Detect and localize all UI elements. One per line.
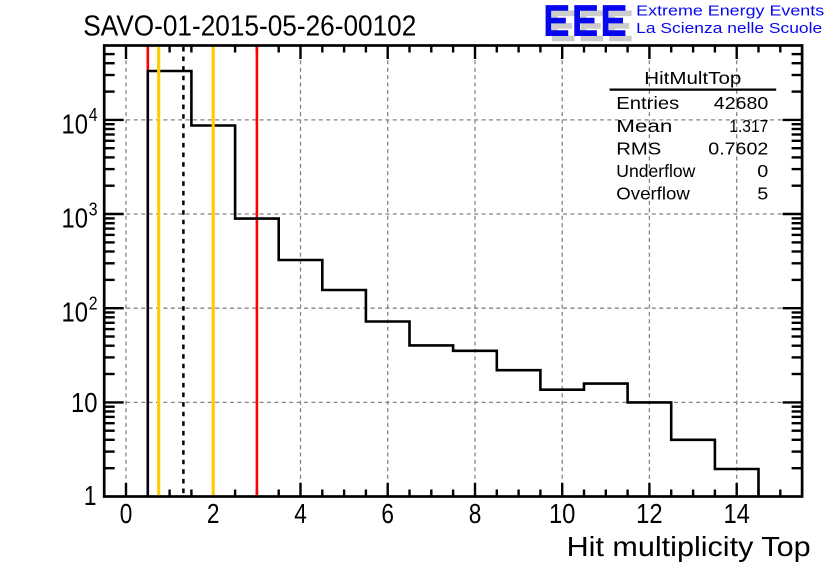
svg-text:4: 4 bbox=[89, 105, 98, 125]
svg-text:10: 10 bbox=[71, 387, 98, 418]
svg-text:1.317: 1.317 bbox=[729, 116, 768, 136]
svg-text:Overflow: Overflow bbox=[616, 184, 690, 204]
svg-text:HitMultTop: HitMultTop bbox=[644, 68, 741, 88]
svg-text:10: 10 bbox=[62, 202, 89, 233]
svg-text:14: 14 bbox=[723, 498, 750, 529]
svg-text:0.7602: 0.7602 bbox=[708, 138, 768, 158]
svg-text:Entries: Entries bbox=[616, 93, 679, 113]
svg-text:8: 8 bbox=[469, 498, 482, 529]
svg-text:6: 6 bbox=[381, 498, 394, 529]
svg-text:2: 2 bbox=[89, 294, 98, 314]
svg-text:42680: 42680 bbox=[714, 93, 769, 113]
svg-text:3: 3 bbox=[89, 199, 98, 219]
svg-text:Extreme Energy Events: Extreme Energy Events bbox=[636, 4, 824, 20]
svg-text:12: 12 bbox=[636, 498, 663, 529]
svg-text:1: 1 bbox=[84, 480, 97, 511]
svg-text:10: 10 bbox=[549, 498, 576, 529]
svg-text:La Scienza nelle Scuole: La Scienza nelle Scuole bbox=[636, 21, 822, 37]
svg-text:Hit multiplicity Top: Hit multiplicity Top bbox=[567, 531, 811, 562]
svg-text:RMS: RMS bbox=[616, 138, 661, 158]
svg-text:5: 5 bbox=[757, 184, 768, 204]
svg-text:SAVO-01-2015-05-26-00102: SAVO-01-2015-05-26-00102 bbox=[83, 10, 416, 42]
svg-text:Mean: Mean bbox=[616, 116, 672, 136]
svg-text:0: 0 bbox=[757, 161, 768, 181]
svg-text:2: 2 bbox=[207, 498, 220, 529]
svg-text:0: 0 bbox=[120, 498, 133, 529]
svg-text:Underflow: Underflow bbox=[616, 161, 695, 181]
svg-text:4: 4 bbox=[294, 498, 307, 529]
svg-text:10: 10 bbox=[62, 297, 89, 328]
svg-text:10: 10 bbox=[62, 108, 89, 139]
